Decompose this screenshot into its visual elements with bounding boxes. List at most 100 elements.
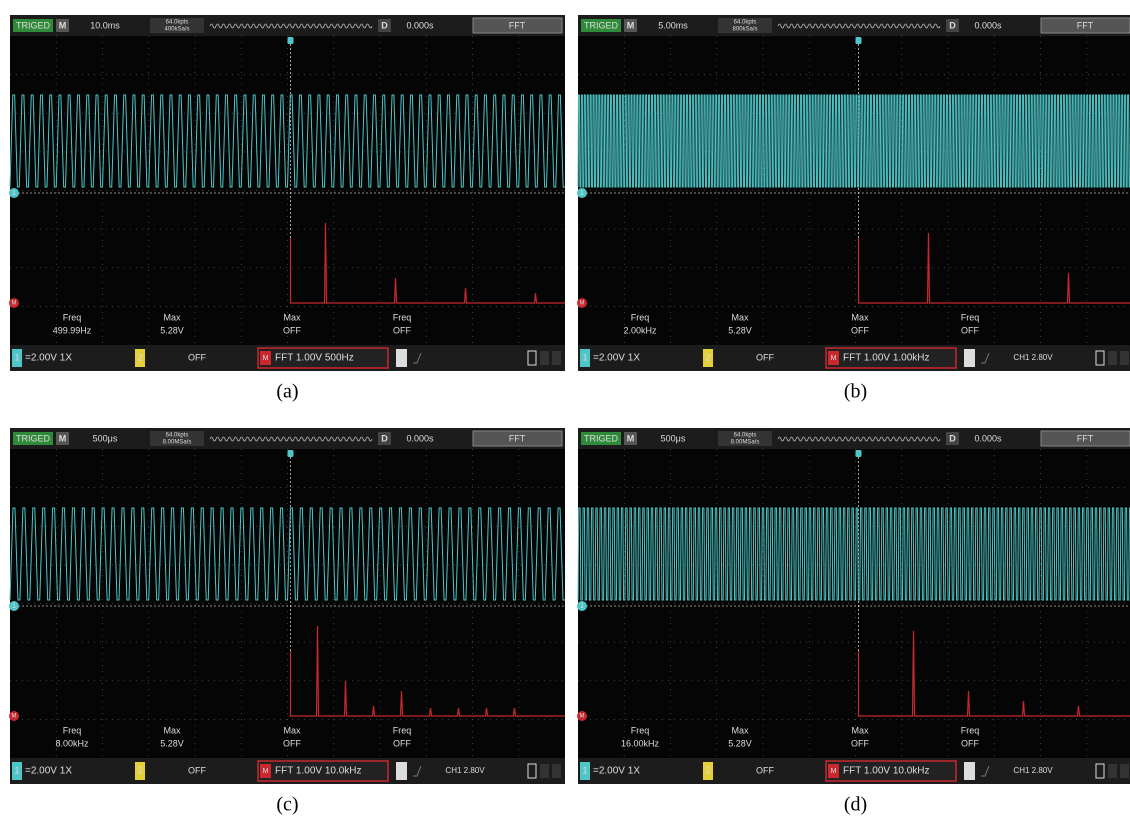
usb-icon bbox=[527, 350, 537, 366]
measure-label: Max bbox=[163, 312, 181, 322]
fft-trace bbox=[857, 232, 1130, 304]
delay: 0.000s bbox=[406, 433, 434, 443]
measure-label: Freq bbox=[961, 312, 980, 322]
math-setting: FFT 1.00V 500Hz bbox=[275, 353, 354, 364]
memory-strip bbox=[209, 436, 373, 442]
ch2-setting: OFF bbox=[756, 352, 774, 362]
trigger-box bbox=[964, 762, 975, 780]
measure-label: Freq bbox=[63, 725, 82, 735]
measure-value: OFF bbox=[851, 325, 869, 335]
fft-trace bbox=[289, 625, 565, 717]
depth-box bbox=[718, 18, 772, 33]
delay: 0.000s bbox=[974, 433, 1002, 443]
math-marker-bg bbox=[577, 298, 587, 308]
ch2-label: 2 bbox=[705, 765, 710, 775]
depth-box bbox=[150, 431, 204, 446]
trigger-box bbox=[396, 349, 407, 367]
ch1-marker: 1 bbox=[580, 190, 584, 197]
math-marker: M bbox=[12, 301, 17, 307]
trigger-edge bbox=[981, 352, 990, 364]
math-tag bbox=[260, 351, 271, 365]
delay-label: D bbox=[381, 20, 388, 30]
trigger-marker bbox=[287, 450, 294, 457]
mode: M bbox=[59, 433, 67, 443]
ch2-label: 2 bbox=[705, 352, 710, 362]
trigger-box bbox=[964, 349, 975, 367]
math: FFT bbox=[509, 433, 526, 443]
measure-value: 5.28V bbox=[728, 325, 752, 335]
measure-value: 5.28V bbox=[160, 738, 184, 748]
mode: M bbox=[627, 20, 635, 30]
measure-value: 5.28V bbox=[160, 325, 184, 335]
math-box bbox=[1040, 17, 1130, 34]
icon bbox=[1120, 764, 1129, 778]
measure-value: 8.00kHz bbox=[55, 738, 89, 748]
icon bbox=[540, 351, 549, 365]
rate: 400kSa/s bbox=[164, 27, 189, 33]
trigger-edge bbox=[981, 765, 990, 777]
ch1-box bbox=[12, 349, 22, 367]
measure-value: OFF bbox=[393, 325, 411, 335]
ch1-marker: 1 bbox=[12, 190, 16, 197]
timebase: 500μs bbox=[661, 433, 686, 443]
delay: 0.000s bbox=[406, 20, 434, 30]
memory-strip bbox=[777, 23, 941, 29]
measure-label: Freq bbox=[631, 725, 650, 735]
ch1-setting: =2.00V 1X bbox=[25, 766, 72, 777]
status-box bbox=[13, 19, 53, 32]
measure-label: Freq bbox=[63, 312, 82, 322]
status: TRIGED bbox=[16, 433, 51, 443]
math-tag bbox=[260, 764, 271, 778]
depth: 64.0kpts bbox=[166, 433, 189, 439]
ch1-label: 1 bbox=[582, 765, 587, 775]
mode-box bbox=[56, 432, 69, 445]
usb-icon bbox=[1095, 350, 1105, 366]
trigger-marker bbox=[855, 450, 862, 457]
math-setting: FFT 1.00V 10.0kHz bbox=[843, 766, 930, 777]
math-setting: FFT 1.00V 10.0kHz bbox=[275, 766, 362, 777]
ch1-setting: =2.00V 1X bbox=[593, 766, 640, 777]
measure-value: OFF bbox=[851, 738, 869, 748]
math-marker-bg bbox=[577, 711, 587, 721]
usb-icon bbox=[527, 763, 537, 779]
trigger-label: T bbox=[967, 765, 973, 775]
math-setting-box bbox=[825, 760, 957, 782]
math-marker-bg bbox=[9, 298, 19, 308]
measure-value: 499.99Hz bbox=[53, 325, 92, 335]
status-box bbox=[581, 19, 621, 32]
ch1-box bbox=[12, 762, 22, 780]
ch2-box bbox=[703, 349, 713, 367]
measure-label: Max bbox=[283, 725, 301, 735]
trigger-edge bbox=[413, 352, 422, 364]
delay-label: D bbox=[949, 20, 956, 30]
math-setting-box bbox=[825, 347, 957, 369]
icon bbox=[1108, 764, 1117, 778]
rate: 8.00MSa/s bbox=[731, 440, 760, 446]
trigger-marker bbox=[287, 37, 294, 44]
ch1-marker-bg bbox=[577, 601, 587, 611]
ch1-waveform bbox=[9, 94, 565, 188]
math-label: M bbox=[263, 768, 269, 775]
ch2-box bbox=[703, 762, 713, 780]
icon bbox=[1120, 351, 1129, 365]
status: TRIGED bbox=[584, 20, 619, 30]
top-bar bbox=[10, 428, 565, 449]
math-tag bbox=[828, 764, 839, 778]
top-bar bbox=[578, 15, 1130, 36]
ch1-waveform bbox=[9, 507, 565, 601]
measure-label: Max bbox=[851, 725, 869, 735]
status: TRIGED bbox=[584, 433, 619, 443]
delay-label: D bbox=[949, 433, 956, 443]
ch1-marker-bg bbox=[9, 188, 19, 198]
usb-icon bbox=[1095, 763, 1105, 779]
trigger-label: T bbox=[399, 765, 405, 775]
measure-label: Freq bbox=[961, 725, 980, 735]
caption: (d) bbox=[844, 794, 867, 816]
ch2-label: 2 bbox=[137, 765, 142, 775]
math: FFT bbox=[509, 20, 526, 30]
trigger-setting: CH1 2.80V bbox=[1013, 353, 1053, 362]
delay-box bbox=[378, 19, 391, 32]
